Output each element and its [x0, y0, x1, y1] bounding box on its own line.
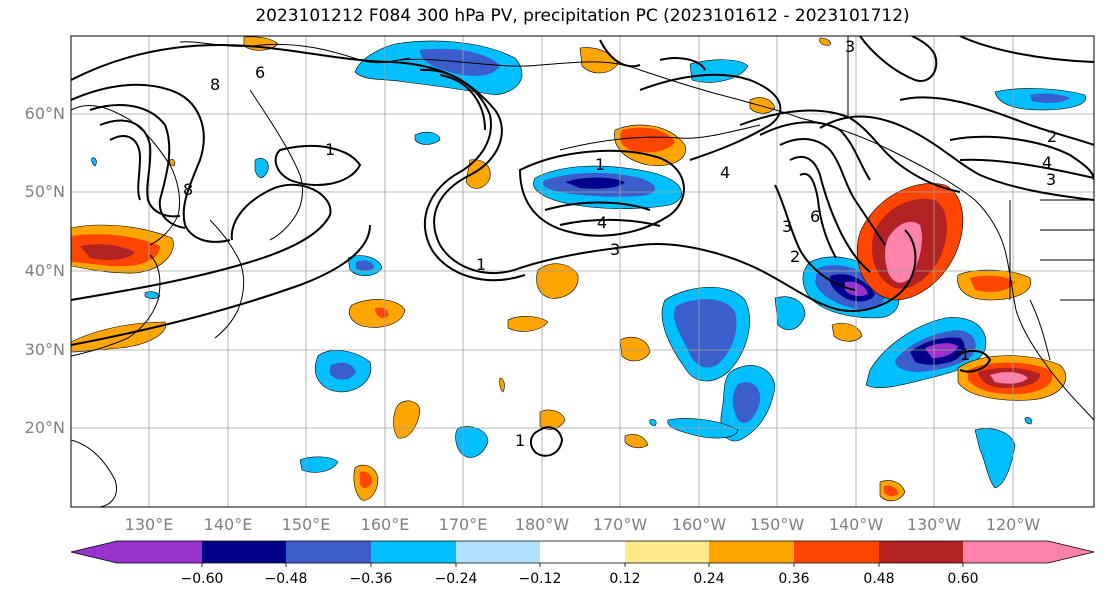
- map-border: [70, 35, 1095, 508]
- contour-label: 3: [610, 240, 620, 259]
- lat-label: 50°N: [24, 182, 65, 201]
- lon-label: 140°W: [828, 515, 884, 534]
- lon-label: 170°W: [592, 515, 648, 534]
- lon-label: 160°W: [671, 515, 727, 534]
- graticule: [71, 36, 1094, 507]
- contour-label: 8: [183, 180, 193, 199]
- contour-label: 2: [1047, 127, 1057, 146]
- lat-label: 30°N: [24, 340, 65, 359]
- lon-label: 150°E: [281, 515, 331, 534]
- lon-label: 160°E: [360, 515, 410, 534]
- contour-label: 3: [782, 217, 792, 236]
- colorbar-tick-label: −0.48: [264, 571, 308, 587]
- contour-label: 2: [790, 247, 800, 266]
- pv-contours: [71, 36, 1094, 457]
- colorbar-tick-label: 0.12: [609, 571, 641, 587]
- lon-label: 170°E: [438, 515, 488, 534]
- contour-label: 1: [595, 155, 605, 174]
- contour-label: 1: [325, 140, 335, 159]
- contour-label: 4: [720, 163, 730, 182]
- lat-label: 40°N: [24, 261, 65, 280]
- map-title: 2023101212 F084 300 hPa PV, precipitatio…: [255, 6, 910, 26]
- colorbar-tick-label: −0.60: [180, 571, 224, 587]
- colorbar-tick-label: 0.36: [778, 571, 810, 587]
- lon-label: 120°W: [985, 515, 1041, 534]
- contour-label: 4: [1042, 153, 1052, 172]
- contour-label: 4: [597, 213, 607, 232]
- contour-label: 1: [476, 255, 486, 274]
- contour-label: 6: [810, 207, 820, 226]
- lat-label: 60°N: [24, 104, 65, 123]
- lon-label: 180°W: [514, 515, 570, 534]
- contour-labels: 8 6 8 1 1 4 3 1 3 2 6 4 2 4 3 1 1 3: [183, 37, 1057, 450]
- colorbar-tick-label: −0.12: [518, 571, 562, 587]
- lon-label: 130°E: [124, 515, 174, 534]
- contour-label: 8: [210, 75, 220, 94]
- map-panel: 8 6 8 1 1 4 3 1 3 2 6 4 2 4 3 1 1 3: [71, 36, 1094, 507]
- contour-label: 3: [845, 37, 855, 56]
- colorbar-tick-label: 0.60: [947, 571, 979, 587]
- lon-label: 150°W: [749, 515, 805, 534]
- colorbar-tick-label: 0.48: [863, 571, 895, 587]
- colorbar-extend-low: [71, 541, 117, 563]
- colorbar-extend-high: [1048, 541, 1094, 563]
- contour-label: 1: [960, 345, 970, 364]
- lon-label: 140°E: [203, 515, 253, 534]
- colorbar-tick-label: 0.24: [693, 571, 725, 587]
- contour-label: 1: [515, 431, 525, 450]
- colorbar-tick-label: −0.24: [434, 571, 478, 587]
- contour-label: 3: [1046, 170, 1056, 189]
- lon-label: 130°W: [906, 515, 962, 534]
- colorbar: [70, 540, 1095, 567]
- colorbar-tick-label: −0.36: [349, 571, 393, 587]
- lat-label: 20°N: [24, 418, 65, 437]
- contour-label: 6: [255, 63, 265, 82]
